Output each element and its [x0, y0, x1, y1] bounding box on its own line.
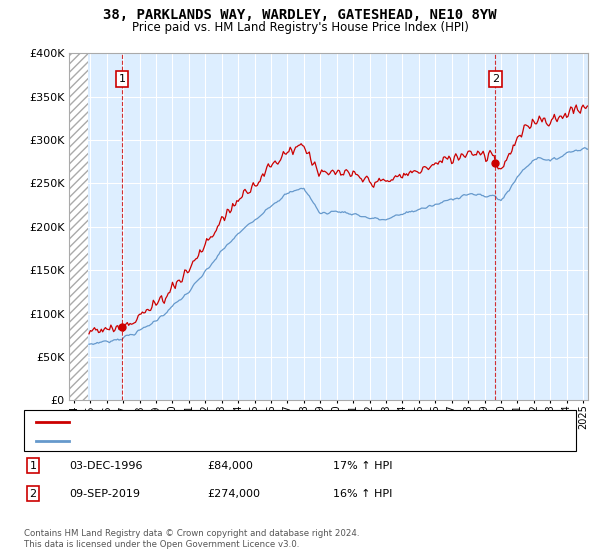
Text: 09-SEP-2019: 09-SEP-2019	[69, 489, 140, 499]
Text: Price paid vs. HM Land Registry's House Price Index (HPI): Price paid vs. HM Land Registry's House …	[131, 21, 469, 34]
Text: 1: 1	[29, 461, 37, 471]
Text: 1: 1	[118, 74, 125, 84]
Bar	[69, 53, 88, 400]
Text: 17% ↑ HPI: 17% ↑ HPI	[333, 461, 392, 471]
Text: £84,000: £84,000	[207, 461, 253, 471]
Text: 2: 2	[29, 489, 37, 499]
Text: 16% ↑ HPI: 16% ↑ HPI	[333, 489, 392, 499]
Text: 2: 2	[492, 74, 499, 84]
Text: 03-DEC-1996: 03-DEC-1996	[69, 461, 143, 471]
Text: Contains HM Land Registry data © Crown copyright and database right 2024.
This d: Contains HM Land Registry data © Crown c…	[24, 529, 359, 549]
Text: 38, PARKLANDS WAY, WARDLEY, GATESHEAD, NE10 8YW: 38, PARKLANDS WAY, WARDLEY, GATESHEAD, N…	[103, 8, 497, 22]
Text: £274,000: £274,000	[207, 489, 260, 499]
Text: 38, PARKLANDS WAY, WARDLEY, GATESHEAD, NE10 8YW (detached house): 38, PARKLANDS WAY, WARDLEY, GATESHEAD, N…	[75, 417, 449, 427]
Text: HPI: Average price, detached house, Gateshead: HPI: Average price, detached house, Gate…	[75, 436, 314, 446]
